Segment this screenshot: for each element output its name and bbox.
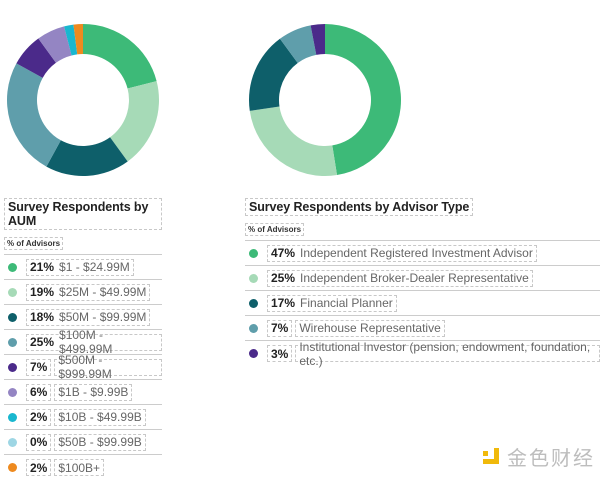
donut-slice xyxy=(46,137,128,176)
legend-percent: 2% xyxy=(30,410,48,424)
legend-label: Independent Registered Investment Adviso… xyxy=(300,246,533,260)
legend-row: 6% $1B - $9.99B xyxy=(4,380,162,405)
legend-color-dot-icon xyxy=(8,387,17,397)
donut-slice xyxy=(249,106,338,176)
advisor-type-legend-panel: Survey Respondents by Advisor Type % of … xyxy=(245,198,600,368)
donut-slice xyxy=(279,25,317,63)
legend-row: 25% Independent Broker-Dealer Representat… xyxy=(245,266,600,291)
aum-legend-panel: Survey Respondents by AUM % of Advisors … xyxy=(4,198,162,480)
legend-row: 18% $50M - $99.99M xyxy=(4,305,162,330)
donut-slice xyxy=(249,38,298,111)
legend-label: $25M - $49.99M xyxy=(59,285,147,299)
legend-row: 2% $10B - $49.99B xyxy=(4,405,162,430)
legend-percent: 18% xyxy=(30,310,55,324)
legend-label: $50M - $99.99M xyxy=(59,310,147,324)
legend-percent: 17% xyxy=(271,296,296,310)
legend-label: $10B - $49.99B xyxy=(58,410,142,424)
legend-color-dot-icon xyxy=(8,262,17,272)
legend-percent: 21% xyxy=(30,260,55,274)
advisor-type-chart-title: Survey Respondents by Advisor Type xyxy=(245,198,474,216)
legend-row: 17% Financial Planner xyxy=(245,291,600,316)
legend-percent: 47% xyxy=(271,246,296,260)
donut-slice xyxy=(38,26,72,63)
legend-label: $100B+ xyxy=(58,460,101,475)
donut-slice xyxy=(310,24,325,55)
aum-chart-title: Survey Respondents by AUM xyxy=(4,198,162,230)
aum-chart-subtitle: % of Advisors xyxy=(4,237,64,250)
legend-row: 2% $100B+ xyxy=(4,455,162,480)
legend-percent: 2% xyxy=(30,460,48,475)
advisor-type-legend-list: 47% Independent Registered Investment Adv… xyxy=(245,240,600,368)
legend-row: 0% $50B - $99.99B xyxy=(4,430,162,455)
legend-color-dot-icon xyxy=(8,362,17,372)
legend-color-dot-icon xyxy=(249,273,258,283)
legend-row: 19% $25M - $49.99M xyxy=(4,280,162,305)
donut-slice xyxy=(110,81,159,162)
donut-slice xyxy=(83,24,157,89)
legend-row: 25% $100M - $499.99M xyxy=(4,328,162,356)
legend-percent: 25% xyxy=(30,335,55,349)
legend-row: 21% $1 - $24.99M xyxy=(4,255,162,280)
legend-percent: 19% xyxy=(30,285,55,299)
donut-slice xyxy=(73,24,83,55)
donut-slice xyxy=(6,63,61,167)
legend-color-dot-icon xyxy=(8,287,17,297)
advisor-type-donut-chart xyxy=(249,24,401,176)
legend-label: $50B - $99.99B xyxy=(58,435,142,449)
donut-slice xyxy=(325,24,401,176)
donut-slice xyxy=(16,38,56,78)
legend-color-dot-icon xyxy=(8,337,17,347)
legend-row: 47% Independent Registered Investment Adv… xyxy=(245,241,600,266)
legend-row: 7% $500M - $999.99M xyxy=(4,353,162,381)
legend-row: 7% Wirehouse Representative xyxy=(245,316,600,341)
legend-color-dot-icon xyxy=(249,349,258,358)
legend-percent: 25% xyxy=(271,271,296,285)
legend-row: 3% Institutional Investor (pension, endow… xyxy=(245,339,600,368)
legend-color-dot-icon xyxy=(8,437,17,447)
aum-donut-chart xyxy=(6,24,159,176)
watermark-logo-icon xyxy=(483,448,501,465)
legend-percent: 7% xyxy=(30,360,48,374)
legend-label: $1 - $24.99M xyxy=(59,260,130,274)
legend-label: $100M - $499.99M xyxy=(59,328,113,356)
legend-percent: 0% xyxy=(30,435,48,449)
legend-percent: 6% xyxy=(30,385,48,399)
legend-label: Wirehouse Representative xyxy=(299,321,441,335)
legend-color-dot-icon xyxy=(249,248,258,258)
legend-label: Independent Broker-Dealer Representative xyxy=(300,271,529,285)
legend-label: Financial Planner xyxy=(300,296,393,310)
legend-label: $500M - $999.99M xyxy=(58,353,112,381)
watermark-text: 金色财经 xyxy=(507,446,595,470)
legend-percent: 7% xyxy=(271,321,289,335)
legend-color-dot-icon xyxy=(8,312,17,322)
donut-slice xyxy=(64,24,78,56)
legend-color-dot-icon xyxy=(8,412,17,422)
legend-color-dot-icon xyxy=(8,463,17,472)
legend-label: Institutional Investor (pension, endowme… xyxy=(299,339,591,368)
aum-legend-list: 21% $1 - $24.99M 19% $25M - $49.99M 18% $50M … xyxy=(4,254,162,480)
legend-percent: 3% xyxy=(271,346,289,361)
legend-color-dot-icon xyxy=(249,323,258,333)
legend-label: $1B - $9.99B xyxy=(58,385,129,399)
legend-color-dot-icon xyxy=(249,298,258,308)
watermark: 金色财经 xyxy=(483,442,595,471)
advisor-type-chart-subtitle: % of Advisors xyxy=(245,223,305,236)
